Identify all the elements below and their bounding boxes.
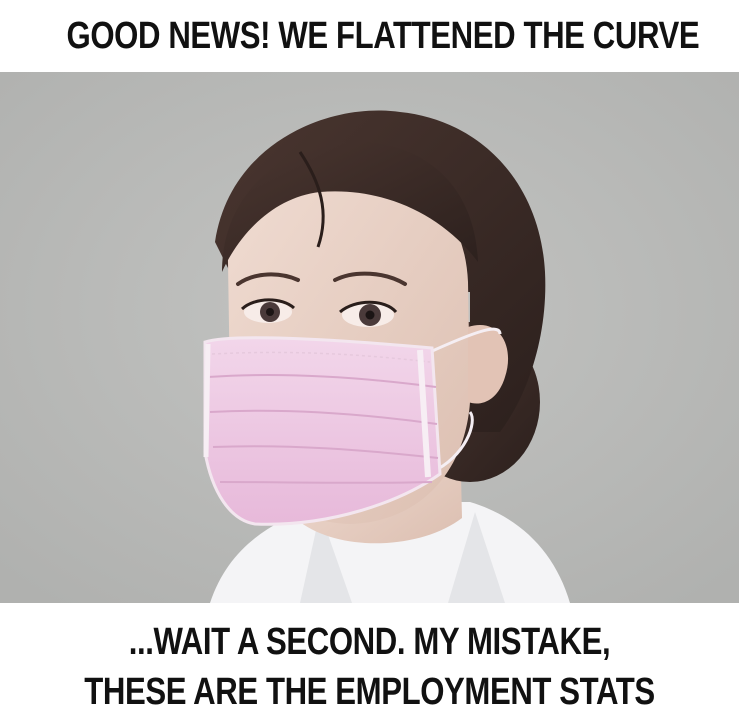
bottom-caption-line-1: ...WAIT A SECOND. MY MISTAKE,: [67, 617, 673, 667]
meme-photo: [0, 72, 739, 603]
top-caption: GOOD NEWS! WE FLATTENED THE CURVE: [67, 0, 673, 72]
bottom-caption: ...WAIT A SECOND. MY MISTAKE, THESE ARE …: [67, 605, 673, 726]
masked-woman-illustration: [0, 72, 739, 603]
bottom-caption-line-2: THESE ARE THE EMPLOYMENT STATS: [67, 667, 673, 717]
